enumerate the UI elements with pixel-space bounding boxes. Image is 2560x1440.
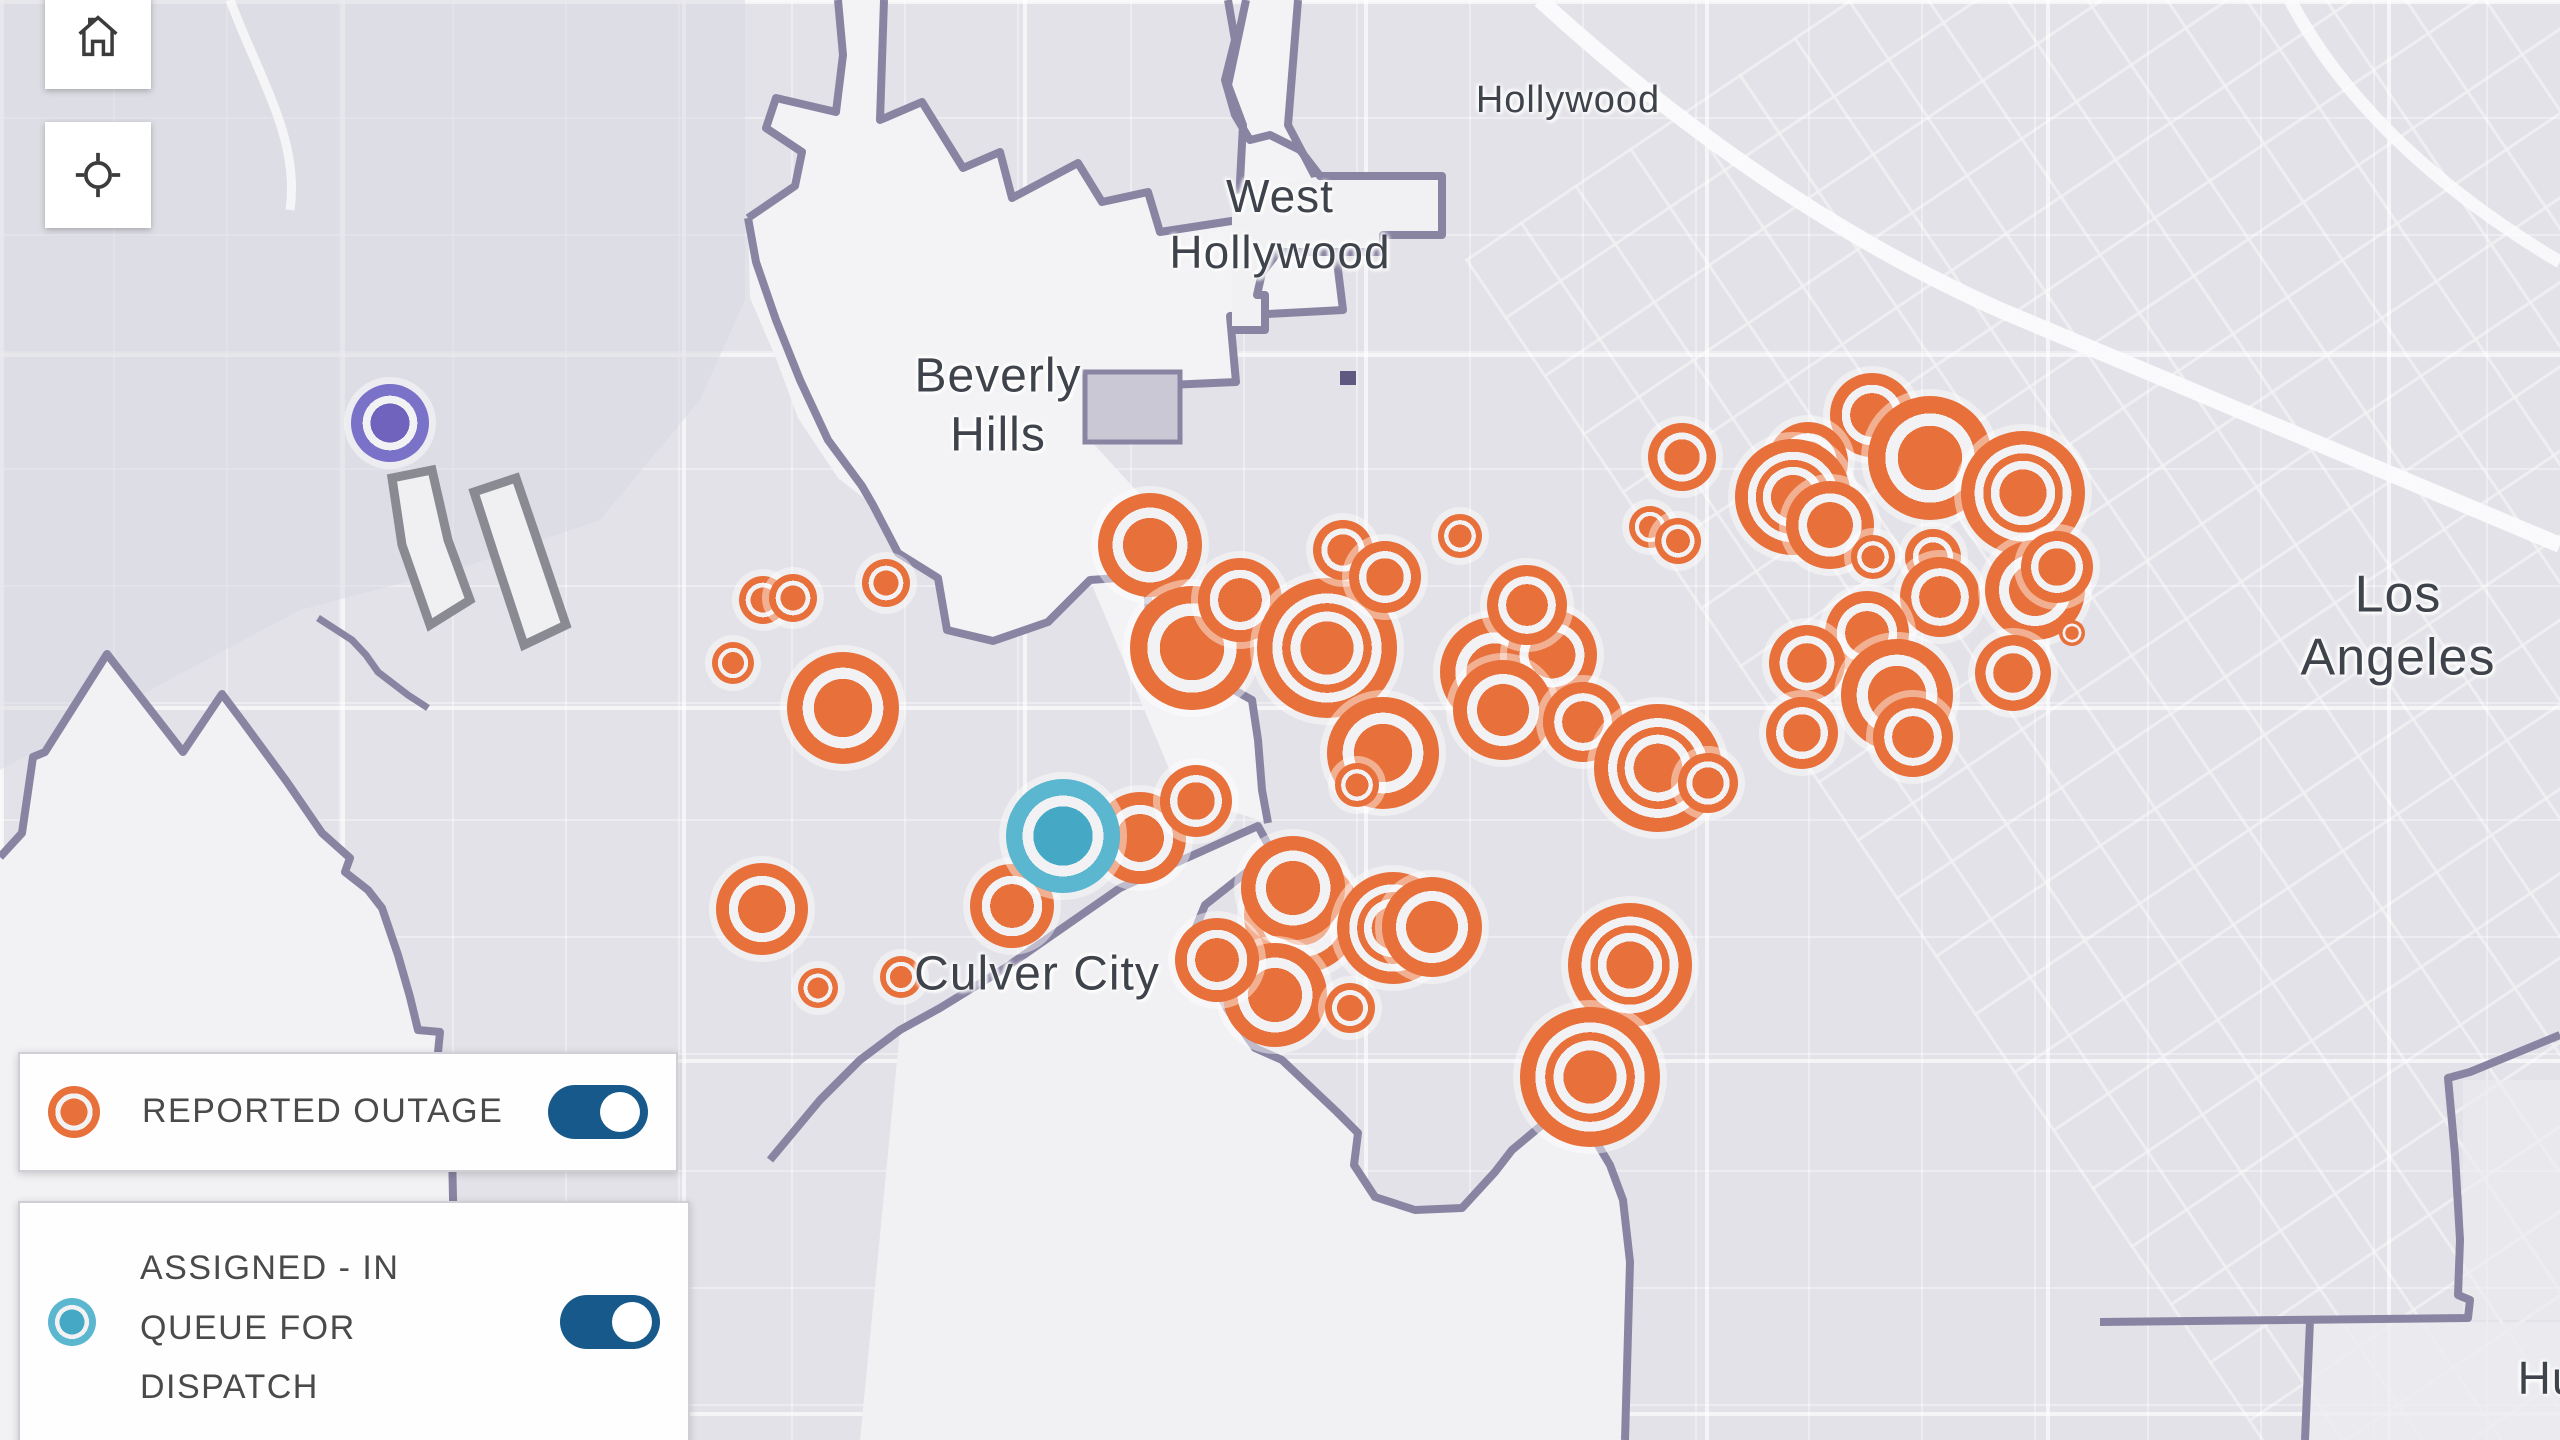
reported-outage-marker[interactable] <box>1648 423 1716 491</box>
terrain-shade-bottomright <box>2305 1322 2560 1440</box>
other-status-marker[interactable] <box>351 384 429 462</box>
freeway-road <box>1534 0 2560 553</box>
site-outline-2 <box>468 472 572 652</box>
reported-outage-marker[interactable] <box>1487 565 1567 645</box>
reported-outage-marker[interactable] <box>716 863 808 955</box>
reported-outage-marker[interactable] <box>769 574 817 622</box>
city-label: Hu <box>2517 1351 2560 1404</box>
reported-outage-marker[interactable] <box>1241 836 1345 940</box>
reported-outage-marker[interactable] <box>1769 625 1845 701</box>
road-topleft <box>225 0 297 211</box>
reported-outage-marker[interactable] <box>798 968 838 1008</box>
home-button[interactable] <box>45 0 151 89</box>
city-polygon-west-hollywood <box>1221 0 1446 385</box>
reported-outage-marker[interactable] <box>1098 493 1202 597</box>
assigned-in-queue-marker[interactable] <box>1006 779 1120 893</box>
city-polygon-culver-city <box>766 822 1634 1440</box>
reported-outage-marker[interactable] <box>1160 765 1232 837</box>
assigned-queue-legend-icon <box>48 1298 96 1346</box>
reported-outage-marker[interactable] <box>1520 1007 1660 1147</box>
terrain-shade-southeast <box>2463 1080 2560 1320</box>
legend-label-assigned-queue: ASSIGNED - IN QUEUE FOR DISPATCH <box>140 1249 400 1406</box>
reported-outage-marker[interactable] <box>1678 753 1738 813</box>
reported-outage-marker[interactable] <box>1975 635 2051 711</box>
reported-outage-marker[interactable] <box>1325 983 1375 1033</box>
reported-outage-marker[interactable] <box>1349 541 1421 613</box>
city-label: Culver City <box>914 947 1160 1001</box>
legend-panel-reported-outage: REPORTED OUTAGE <box>18 1052 678 1172</box>
freeway-road-2 <box>2284 0 2560 268</box>
city-polygon-beverly-hills <box>744 0 1347 824</box>
reported-outage-marker[interactable] <box>1851 535 1895 579</box>
reported-outage-marker[interactable] <box>787 652 899 764</box>
reported-outage-marker[interactable] <box>712 642 754 684</box>
reported-outage-marker[interactable] <box>1766 697 1838 769</box>
reported-outage-marker[interactable] <box>1655 518 1701 564</box>
reported-outage-toggle[interactable] <box>548 1085 648 1139</box>
city-label: Hollywood <box>1475 78 1661 121</box>
reported-outage-marker[interactable] <box>1382 877 1482 977</box>
locate-button[interactable] <box>45 122 151 228</box>
city-label: Beverly Hills <box>914 349 1082 461</box>
reported-outage-marker[interactable] <box>862 559 910 607</box>
reported-outage-marker[interactable] <box>1438 514 1482 558</box>
reported-outage-marker[interactable] <box>1453 660 1553 760</box>
reported-outage-marker[interactable] <box>1335 763 1379 807</box>
legend-panel-assigned-queue: ASSIGNED - IN QUEUE FOR DISPATCH <box>18 1201 690 1440</box>
reported-outage-marker[interactable] <box>1568 903 1692 1027</box>
terrain-shade-west <box>0 0 745 770</box>
toggle-knob <box>600 1092 640 1132</box>
city-label: West Hollywood <box>1169 169 1391 278</box>
reported-outage-marker[interactable] <box>1900 557 1980 637</box>
assigned-queue-toggle[interactable] <box>560 1295 660 1349</box>
legend-label-reported-outage: REPORTED OUTAGE <box>142 1092 504 1131</box>
boundary-ridge <box>316 615 430 711</box>
site-outline-1 <box>386 464 476 632</box>
reported-outage-legend-icon <box>48 1086 100 1138</box>
reported-outage-marker[interactable] <box>2021 531 2093 603</box>
home-icon <box>78 15 118 57</box>
reported-outage-marker[interactable] <box>880 956 922 998</box>
city-label: Los Angeles <box>2300 565 2496 687</box>
locate-icon <box>75 152 121 198</box>
toggle-knob <box>612 1302 652 1342</box>
boundary-southeast <box>2099 1031 2560 1440</box>
reported-outage-marker[interactable] <box>1873 697 1953 777</box>
reported-outage-marker[interactable] <box>2059 620 2085 646</box>
reported-outage-marker[interactable] <box>1175 918 1259 1002</box>
